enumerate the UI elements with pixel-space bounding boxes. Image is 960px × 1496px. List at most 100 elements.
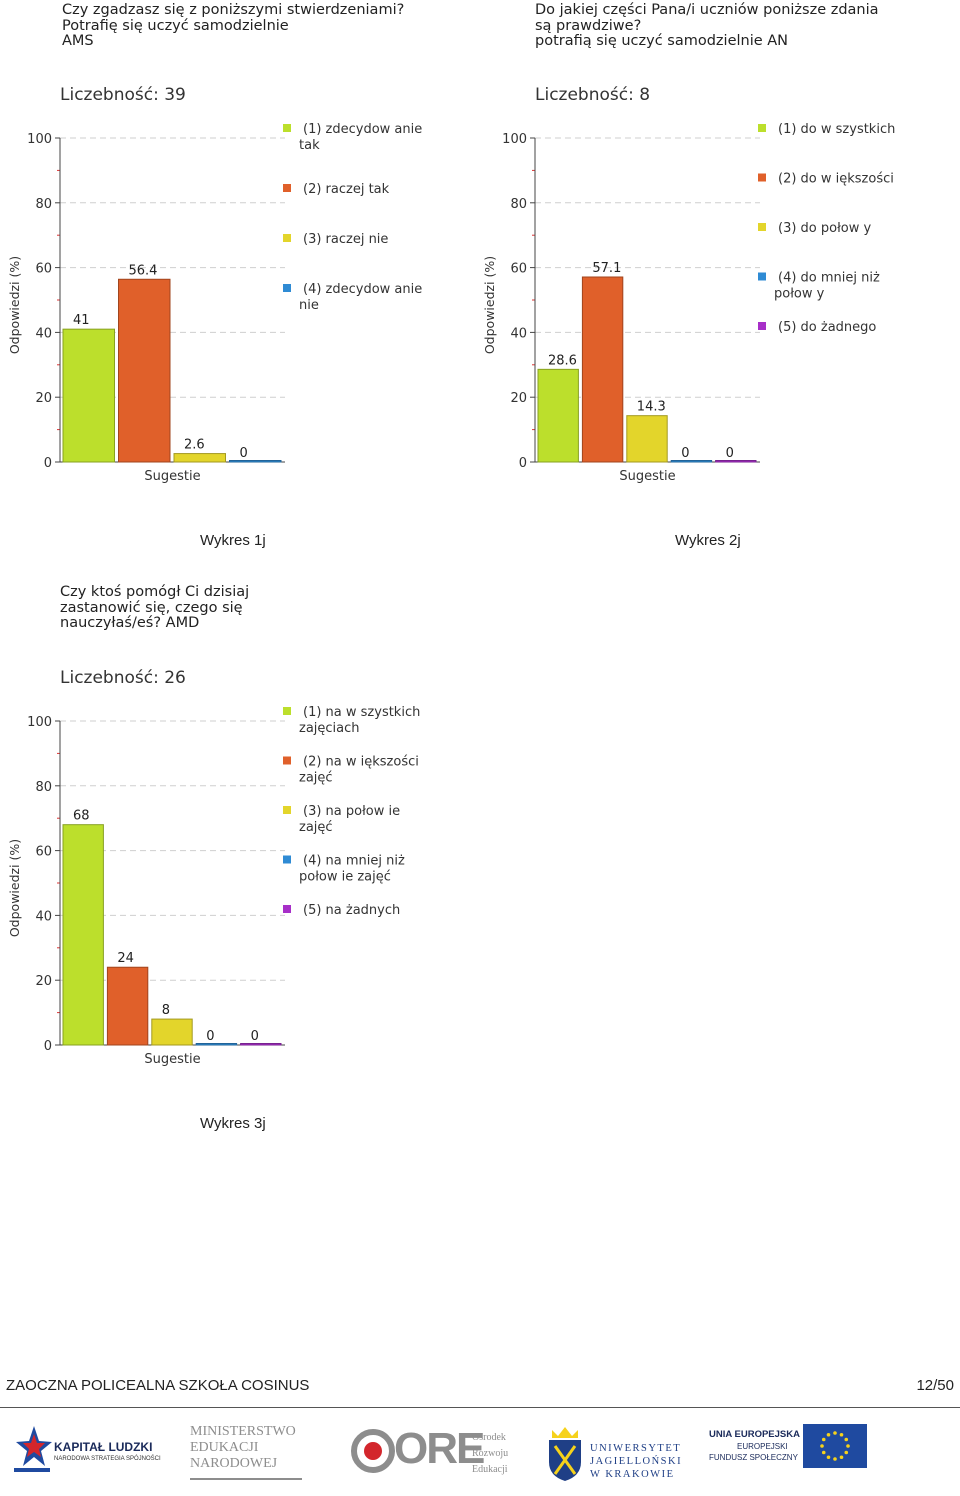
- data-label: 41: [73, 313, 90, 328]
- legend-label: (3) do połow y: [778, 221, 872, 236]
- footer-school-name: ZAOCZNA POLICEALNA SZKOŁA COSINUS: [6, 1377, 310, 1394]
- kapital-ludzki-logo: KAPITAŁ LUDZKI NARODOWA STRATEGIA SPÓJNO…: [12, 1424, 172, 1486]
- bar: [626, 415, 668, 463]
- legend-swatch: [283, 184, 291, 192]
- legend-label: (2) do w iększości: [778, 172, 894, 187]
- y-tick-label: 100: [27, 132, 52, 147]
- legend-label: (4) na mniej niż: [303, 854, 405, 869]
- eu-star-icon: [826, 1455, 831, 1460]
- chart2-caption: Wykres 2j: [675, 532, 741, 549]
- bar: [229, 460, 282, 463]
- ore-line2: Rozwoju: [472, 1448, 509, 1459]
- bar: [62, 824, 104, 1046]
- legend-swatch: [758, 223, 766, 231]
- legend-label: tak: [299, 138, 320, 153]
- y-tick-label: 0: [44, 456, 52, 471]
- chart3-question: Czy ktoś pomógł Ci dzisiaj zastanowić si…: [60, 584, 250, 631]
- bar: [537, 368, 579, 463]
- legend-label: zajęć: [299, 820, 333, 835]
- legend-label: (3) raczej nie: [303, 232, 388, 247]
- legend-label: (4) zdecydow anie: [303, 282, 422, 297]
- legend-label: (1) na w szystkich: [303, 705, 420, 720]
- bar: [118, 278, 171, 463]
- data-label: 57.1: [592, 261, 621, 276]
- eu-star-icon: [839, 1432, 844, 1437]
- y-tick-label: 60: [35, 845, 52, 860]
- kapital-ludzki-star-icon: [14, 1426, 52, 1472]
- y-tick-label: 20: [35, 974, 52, 989]
- y-tick-label: 60: [510, 262, 527, 277]
- data-label: 28.6: [548, 353, 577, 368]
- y-tick-label: 100: [502, 132, 527, 147]
- bar: [715, 460, 757, 463]
- eu-star-icon: [820, 1444, 824, 1448]
- data-label: 56.4: [129, 263, 158, 278]
- bar: [670, 460, 713, 463]
- legend-swatch: [283, 806, 291, 814]
- bar: [240, 1043, 282, 1046]
- bar: [581, 276, 624, 463]
- eu-logo: UNIA EUROPEJSKA EUROPEJSKI FUNDUSZ SPOŁE…: [705, 1424, 870, 1480]
- legend-swatch: [758, 173, 766, 182]
- eu-line1: UNIA EUROPEJSKA: [709, 1429, 800, 1440]
- eu-star-icon: [846, 1444, 850, 1448]
- eu-star-icon: [844, 1450, 849, 1455]
- y-tick-label: 80: [510, 197, 527, 212]
- men-line1: MINISTERSTWO: [190, 1424, 296, 1439]
- legend-swatch: [758, 272, 766, 281]
- data-label: 8: [162, 1003, 170, 1018]
- data-label: 0: [251, 1029, 259, 1044]
- y-tick-label: 20: [35, 391, 52, 406]
- chart1-question: Czy zgadzasz się z poniższymi stwierdzen…: [62, 2, 405, 49]
- y-axis-label: Odpowiedzi (%): [7, 256, 22, 354]
- ore-line1: Ośrodek: [472, 1432, 506, 1443]
- y-tick-label: 40: [510, 326, 527, 341]
- bar: [62, 328, 115, 463]
- y-tick-label: 0: [519, 456, 527, 471]
- y-axis-label: Odpowiedzi (%): [482, 256, 497, 354]
- legend-swatch: [758, 322, 766, 330]
- chart2-count: Liczebność: 8: [535, 85, 651, 105]
- x-axis-label: Sugestie: [144, 469, 200, 484]
- eu-line3: FUNDUSZ SPOŁECZNY: [709, 1453, 798, 1462]
- men-underline: [190, 1478, 302, 1480]
- ore-line3: Edukacji: [472, 1464, 508, 1475]
- chart3-caption: Wykres 3j: [200, 1115, 266, 1132]
- legend-swatch: [283, 124, 291, 132]
- legend-label: (2) na w iększości: [303, 755, 419, 770]
- y-tick-label: 80: [35, 197, 52, 212]
- men-line3: NARODOWEJ: [190, 1456, 278, 1471]
- legend-swatch: [283, 756, 291, 765]
- legend-label: (1) do w szystkich: [778, 122, 895, 137]
- data-label: 0: [681, 446, 689, 461]
- bar: [195, 1043, 238, 1046]
- ore-wordmark: ORE: [394, 1424, 485, 1473]
- data-label: 24: [117, 951, 134, 966]
- legend-swatch: [283, 855, 291, 864]
- chart2-bar-chart: 0 20 40 60 80 100 Odpowiedzi (%) Sugestie 28.6 57…: [482, 122, 895, 484]
- legend-label: nie: [299, 298, 319, 313]
- chart2-question: Do jakiej części Pana/i uczniów poniższe…: [535, 2, 879, 49]
- y-tick-label: 0: [44, 1039, 52, 1054]
- y-tick-label: 40: [35, 326, 52, 341]
- kapital-ludzki-title: KAPITAŁ LUDZKI: [54, 1440, 153, 1454]
- chart1-count: Liczebność: 39: [60, 85, 186, 105]
- y-tick-label: 80: [35, 780, 52, 795]
- legend-swatch: [283, 284, 291, 292]
- uj-logo: UNIWERSYTET JAGIELLOŃSKI W KRAKOWIE: [546, 1424, 686, 1486]
- logo-strip: KAPITAŁ LUDZKI NARODOWA STRATEGIA SPÓJNO…: [0, 1412, 960, 1496]
- legend-swatch: [758, 124, 766, 132]
- eu-line2: EUROPEJSKI: [737, 1442, 788, 1451]
- legend-label: (5) do żadnego: [778, 320, 876, 335]
- eu-star-icon: [821, 1450, 826, 1455]
- chart1-bar-chart: 0 20 40 60 80 100 Odpowiedzi (%) Sugestie 41 56.4…: [7, 122, 422, 484]
- data-label: 2.6: [184, 438, 205, 453]
- uj-crest-icon: [549, 1427, 581, 1481]
- eu-star-icon: [821, 1437, 826, 1442]
- legend-label: zajęć: [299, 771, 333, 786]
- legend-swatch: [283, 905, 291, 913]
- legend-swatch: [283, 707, 291, 715]
- legend-label: (4) do mniej niż: [778, 271, 880, 286]
- data-label: 0: [240, 446, 248, 461]
